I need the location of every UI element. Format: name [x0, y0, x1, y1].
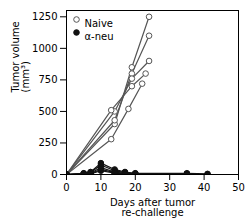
svg-text:1250: 1250 — [32, 11, 57, 22]
svg-text:50: 50 — [232, 182, 245, 193]
svg-text:40: 40 — [198, 182, 211, 193]
svg-text:α-neu: α-neu — [85, 31, 114, 42]
svg-text:10: 10 — [95, 182, 108, 193]
svg-text:1000: 1000 — [32, 43, 57, 54]
svg-text:500: 500 — [38, 106, 57, 117]
svg-text:250: 250 — [38, 137, 57, 148]
svg-text:Naive: Naive — [85, 18, 113, 29]
svg-text:0: 0 — [63, 182, 69, 193]
svg-text:20: 20 — [129, 182, 142, 193]
svg-text:Tumor volume(mm³): Tumor volume(mm³) — [10, 21, 31, 93]
svg-text:750: 750 — [38, 74, 57, 85]
svg-text:Days after tumorre-challenge: Days after tumorre-challenge — [110, 197, 196, 218]
svg-text:0: 0 — [51, 169, 57, 180]
svg-text:30: 30 — [163, 182, 176, 193]
